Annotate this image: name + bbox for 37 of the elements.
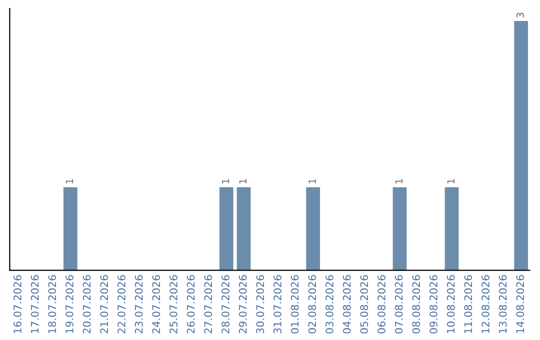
x-tick-label: 09.08.2026	[430, 275, 438, 334]
data-label: 1	[308, 179, 316, 184]
x-tick-label: 11.08.2026	[464, 275, 472, 333]
x-tick-label: 17.07.2026	[30, 275, 39, 333]
x-tick-label: 27.07.2026	[204, 275, 212, 334]
x-tick-label: 24.07.2026	[152, 275, 160, 334]
x-tick-label: 14.08.2026	[516, 275, 524, 333]
x-tick-label: 06.08.2026	[378, 275, 386, 334]
x-tick-label: 07.08.2026	[394, 275, 403, 334]
data-label: 1	[222, 179, 230, 184]
x-tick-label: 26.07.2026	[186, 275, 195, 334]
x-tick-label: 12.08.2026	[482, 275, 490, 333]
x-tick-label: 21.07.2026	[100, 275, 108, 334]
data-label: 3	[516, 12, 524, 18]
x-tick-label: 22.07.2026	[118, 275, 126, 334]
x-tick-label: 31.07.2026	[274, 275, 282, 334]
data-label: 1	[395, 179, 402, 184]
x-tick-label: 04.08.2026	[342, 275, 351, 334]
data-label: 1	[66, 179, 74, 184]
x-tick-label: 28.07.2026	[222, 275, 230, 334]
data-label: 1	[239, 179, 246, 184]
x-tick-label: 25.07.2026	[170, 275, 178, 334]
x-tick-label: 01.08.2026	[290, 275, 299, 334]
x-tick-label: 16.07.2026	[14, 275, 22, 333]
x-tick-label: 03.08.2026	[326, 275, 334, 334]
x-tick-label: 19.07.2026	[66, 275, 74, 333]
x-tick-label: 23.07.2026	[134, 275, 143, 334]
x-tick-label: 05.08.2026	[360, 275, 368, 334]
x-tick-label: 29.07.2026	[238, 275, 247, 334]
x-tick-label: 13.08.2026	[498, 275, 507, 333]
x-tick-label: 30.07.2026	[256, 275, 264, 334]
x-tick-label: 08.08.2026	[412, 275, 420, 334]
x-tick-label: 10.08.2026	[446, 275, 455, 333]
x-tick-label: 20.07.2026	[82, 275, 91, 334]
data-label: 1	[447, 179, 454, 184]
x-tick-label: 02.08.2026	[308, 275, 316, 334]
x-tick-label: 18.07.2026	[48, 275, 56, 333]
